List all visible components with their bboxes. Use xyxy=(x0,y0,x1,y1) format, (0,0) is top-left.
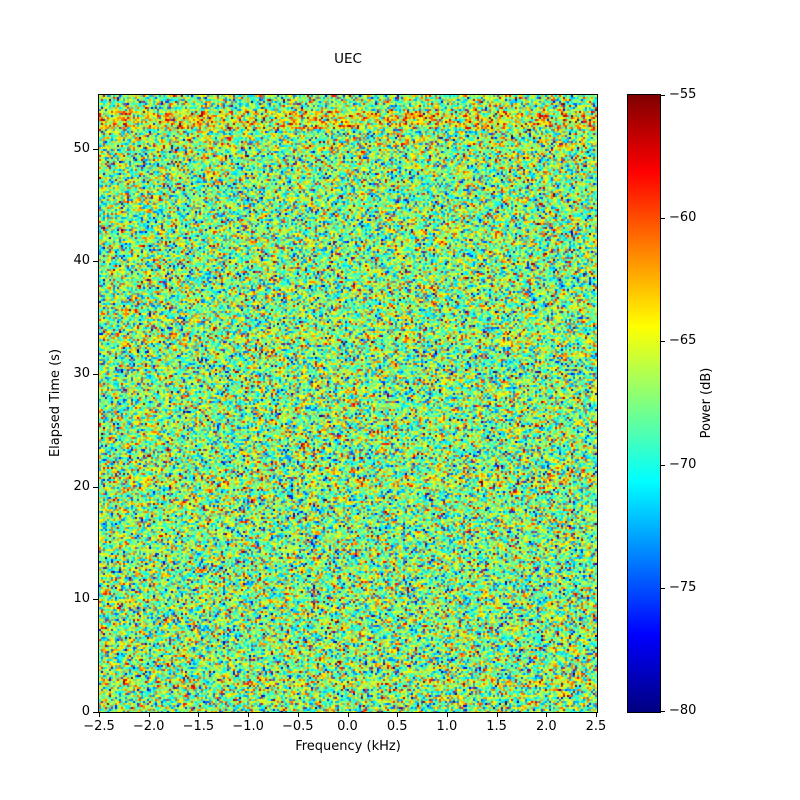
colorbar-tick-mark xyxy=(661,464,665,466)
x-tick-mark xyxy=(347,713,349,717)
spectrogram-heatmap xyxy=(99,95,597,712)
colorbar-tick-label: −70 xyxy=(669,456,697,472)
x-tick-label: 0.5 xyxy=(386,719,408,734)
x-tick-mark xyxy=(446,713,448,717)
y-tick-mark xyxy=(93,712,98,713)
x-tick-mark xyxy=(496,713,498,717)
x-tick-label: −1.5 xyxy=(182,719,215,734)
x-tick-label: 1.0 xyxy=(436,719,458,734)
x-tick-label: −1.0 xyxy=(232,719,264,734)
colorbar-tick-mark xyxy=(661,587,665,589)
colorbar-tick-mark xyxy=(661,341,665,343)
colorbar-tick-mark xyxy=(661,218,665,220)
x-tick-mark xyxy=(596,713,597,717)
x-tick-mark xyxy=(99,713,100,717)
y-tick-mark xyxy=(93,261,98,263)
x-tick-mark xyxy=(248,713,250,717)
plot-title: UEC xyxy=(334,51,362,67)
x-tick-label: 1.5 xyxy=(486,719,507,734)
y-tick-label: 50 xyxy=(73,140,90,156)
x-tick-mark xyxy=(198,713,200,717)
colorbar xyxy=(627,94,661,713)
x-tick-mark xyxy=(148,713,150,717)
y-tick-label: 40 xyxy=(73,253,90,269)
y-tick-label: 0 xyxy=(81,704,90,719)
colorbar-tick-label: −60 xyxy=(669,210,697,226)
x-axis-label: Frequency (kHz) xyxy=(295,739,401,754)
x-tick-label: 2.5 xyxy=(585,719,607,734)
y-tick-mark xyxy=(93,486,98,488)
x-tick-label: 0.0 xyxy=(337,719,358,734)
colorbar-label: Power (dB) xyxy=(699,367,714,439)
x-tick-mark xyxy=(397,713,399,717)
y-tick-mark xyxy=(93,373,98,375)
x-tick-label: −0.5 xyxy=(282,719,314,734)
x-tick-mark xyxy=(546,713,548,717)
y-axis-label: Elapsed Time (s) xyxy=(48,348,63,458)
plot-area xyxy=(98,94,598,713)
y-tick-label: 30 xyxy=(73,365,90,381)
x-tick-label: 2.0 xyxy=(535,719,557,734)
colorbar-tick-label: −65 xyxy=(669,333,697,349)
y-tick-label: 10 xyxy=(73,591,90,607)
colorbar-tick-label: −55 xyxy=(669,87,697,102)
y-tick-mark xyxy=(93,148,98,150)
colorbar-tick-label: −80 xyxy=(669,703,697,718)
y-tick-mark xyxy=(93,599,98,601)
y-tick-label: 20 xyxy=(73,478,90,494)
colorbar-tick-mark xyxy=(661,95,665,96)
colorbar-tick-mark xyxy=(661,711,665,712)
x-tick-mark xyxy=(297,713,299,717)
colorbar-tick-label: −75 xyxy=(669,579,697,595)
x-tick-label: −2.5 xyxy=(83,719,115,734)
x-tick-label: −2.0 xyxy=(132,719,165,734)
y-axis-label-wrap: Elapsed Time (s) xyxy=(48,0,64,457)
